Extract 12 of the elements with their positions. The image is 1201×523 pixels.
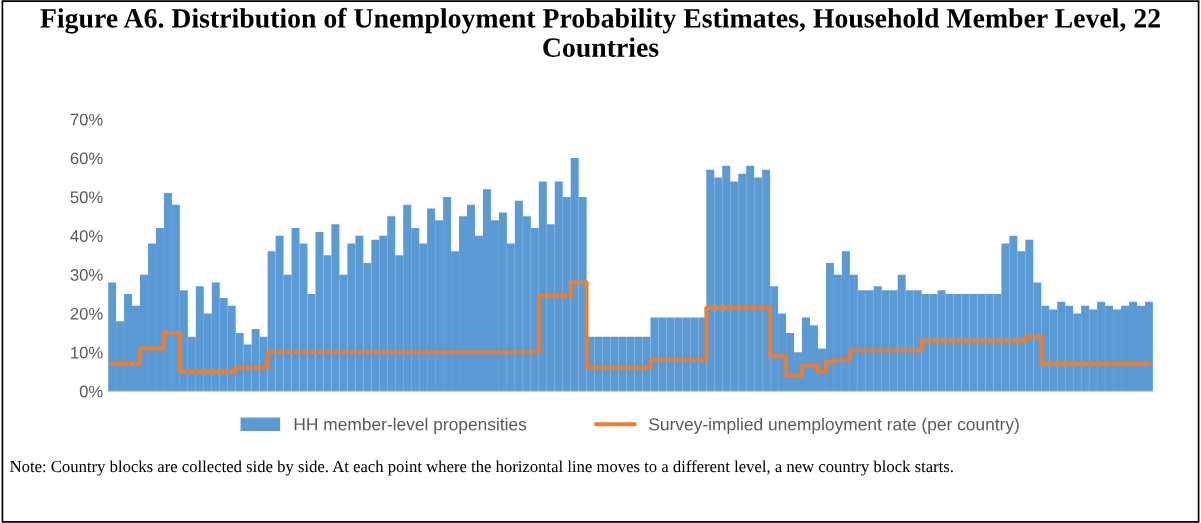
y-tick-label: 30% xyxy=(70,269,103,281)
y-tick-label: 20% xyxy=(70,307,103,320)
y-tick-label: 60% xyxy=(70,152,103,165)
legend-label: HH member-level propensities xyxy=(294,417,527,434)
text: Note: Country blocks are collected side by side. At each point where the horizontal line moves to a different level, a new country block starts. xyxy=(10,460,953,476)
y-tick-label: 50% xyxy=(70,191,103,204)
legend-label: Survey-implied unemployment rate (per country) xyxy=(649,417,1019,434)
y-tick-label: 70% xyxy=(70,113,103,126)
y-tick-label: 0% xyxy=(79,385,103,398)
y-tick-label: 10% xyxy=(71,346,103,359)
y-tick-label: 40% xyxy=(70,230,103,242)
chart-title: Figure A6. Distribution of Unemployment Probability Estimates, Household Member Level, 22 Countries xyxy=(40,7,1160,57)
